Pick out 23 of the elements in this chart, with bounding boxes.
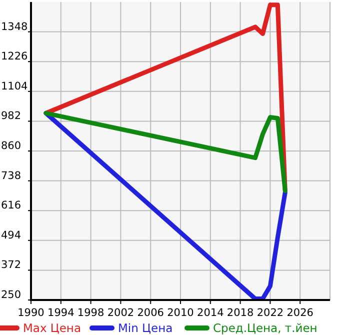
y-tick-label: 1104 bbox=[1, 80, 28, 92]
y-tick-label: 860 bbox=[1, 140, 22, 152]
x-tick-label: 2026 bbox=[286, 307, 314, 319]
y-tick-label: 250 bbox=[1, 289, 22, 301]
x-tick-label: 2018 bbox=[226, 307, 254, 319]
y-tick-label: 494 bbox=[1, 229, 22, 242]
x-tick-label: 2014 bbox=[197, 307, 224, 319]
y-tick-label: 1348 bbox=[1, 20, 28, 33]
y-tick-label: 982 bbox=[1, 110, 22, 122]
x-tick-label: 2010 bbox=[167, 307, 194, 319]
y-tick-label: 616 bbox=[1, 200, 22, 212]
legend-label: Min Цена bbox=[118, 321, 173, 335]
x-tick-label: 1990 bbox=[18, 307, 44, 319]
y-tick-label: 372 bbox=[1, 259, 22, 272]
x-tick-label: 2022 bbox=[256, 307, 284, 319]
legend-label: Сред.Цена, т.йен bbox=[213, 321, 318, 335]
y-tick-label: 738 bbox=[1, 170, 22, 182]
x-tick-label: 1994 bbox=[48, 307, 75, 319]
x-tick-label: 2006 bbox=[137, 307, 164, 319]
x-tick-label: 2002 bbox=[107, 307, 134, 319]
x-tick-label: 1998 bbox=[77, 307, 104, 319]
y-tick-label: 1226 bbox=[1, 50, 28, 63]
legend-label: Max Цена bbox=[23, 321, 81, 335]
